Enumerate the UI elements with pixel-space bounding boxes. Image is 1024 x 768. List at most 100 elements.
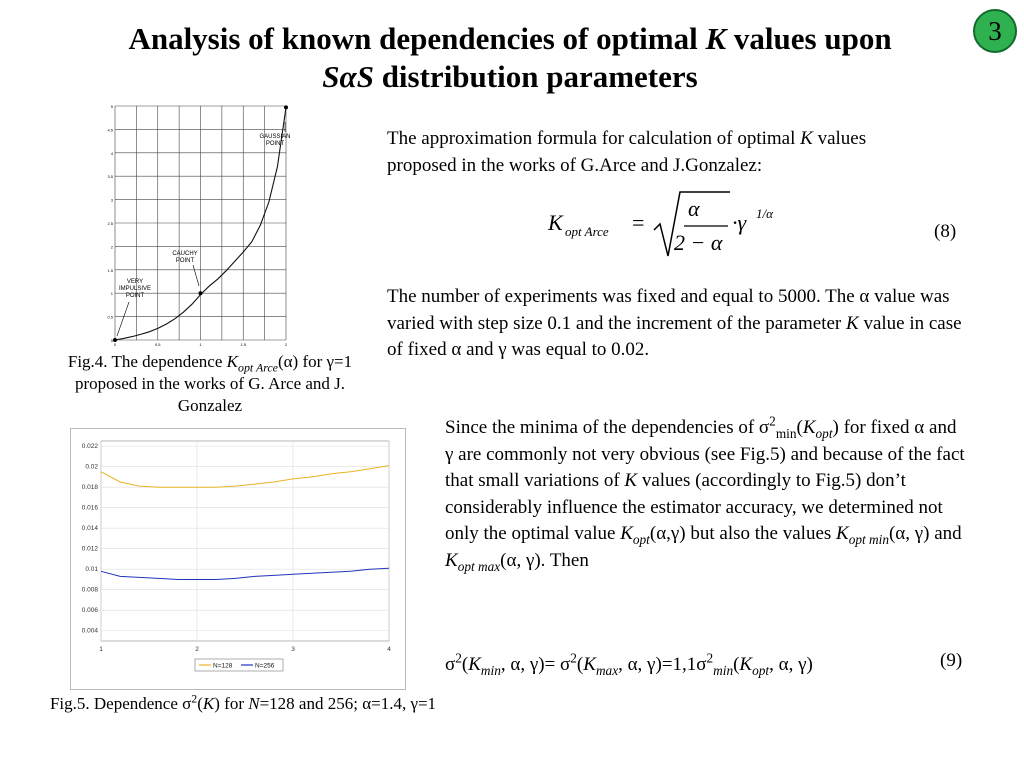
fig5-ytick-label: 0.016 xyxy=(82,505,99,512)
f9-d: , α, γ)=1,1σ xyxy=(618,654,707,675)
fig5-frame: 0.004 0.006 0.008 0.01 0.012 0.014 0.016 0.018 0… xyxy=(70,428,406,690)
formula-8: K opt Arce = α 2 − α ·γ 1/α xyxy=(548,190,808,265)
p3-t3: ) for fixed α and γ are commonly not ver… xyxy=(445,417,965,491)
fig5-ytick-label: 0.004 xyxy=(82,628,99,635)
fig4-xtick-label: 1 xyxy=(199,342,202,347)
fig5-caption-sup: 2 xyxy=(191,691,198,706)
formula8-num: α xyxy=(688,196,700,221)
f9-a: ( xyxy=(461,654,469,675)
fig4-point-gaussian xyxy=(284,105,288,110)
fig4-label-cauchy: CAUCHY xyxy=(172,251,197,257)
p3-k3: K xyxy=(620,523,633,544)
fig4-caption-text: Fig.4. The dependence xyxy=(67,352,227,371)
fig4-ytick-label: 3 xyxy=(111,198,114,203)
fig5-xtick-label: 2 xyxy=(195,646,199,653)
p3-k3sub: opt xyxy=(632,531,650,547)
fig4-ytick-label: 4.5 xyxy=(107,127,113,132)
p3-k5: K xyxy=(445,549,458,571)
f9-c: ( xyxy=(576,654,584,675)
formula9-label: (9) xyxy=(940,650,963,671)
fig5-caption-text: Fig.5. Dependence σ xyxy=(49,694,192,713)
para2-k: K xyxy=(846,312,859,334)
fig4-xtick-label: 0.5 xyxy=(155,342,161,347)
f9-k3sub: opt xyxy=(752,662,770,678)
p3-sub: min xyxy=(775,425,797,441)
p3-k4: K xyxy=(836,523,849,544)
fig4-ytick-label: 2.5 xyxy=(107,221,113,226)
title-text-1: Analysis of known dependencies of optima… xyxy=(128,21,706,56)
para-approximation: The approximation formula for calculatio… xyxy=(387,126,927,179)
fig5-legend-label: N=256 xyxy=(255,663,275,670)
para-minima: Since the minima of the dependencies of … xyxy=(445,415,965,574)
slide-title: Analysis of known dependencies of optima… xyxy=(60,20,960,96)
fig4-caption-k: K xyxy=(226,352,238,371)
title-sas: SαS xyxy=(322,59,374,94)
fig5-ytick-label: 0.014 xyxy=(82,525,99,532)
fig5-ytick-label: 0.012 xyxy=(82,546,99,553)
fig4-xtick-label: 2 xyxy=(285,342,288,347)
fig5-xtick-label: 4 xyxy=(387,646,391,653)
fig4-ytick-label: 1 xyxy=(111,291,114,296)
f9-k3: K xyxy=(739,654,753,675)
fig4-label-gaussian: GAUSSIAN xyxy=(259,134,290,140)
fig4-label-impulsive: POINT xyxy=(126,293,145,299)
f9-s3sup: 2 xyxy=(706,650,714,666)
p3-t5: (α,γ) but also the values xyxy=(649,523,837,544)
f9-f: , α, γ) xyxy=(769,654,813,675)
fig5-ytick-label: 0.02 xyxy=(85,464,98,471)
fig4-point-impulsive xyxy=(113,338,117,342)
p3-sup: 2 xyxy=(769,413,776,429)
formula8-exp: 1/α xyxy=(756,206,773,221)
f9-b: , α, γ)= σ xyxy=(500,654,571,675)
fig4-ytick-label: 2 xyxy=(111,244,114,249)
formula8-den: 2 − α xyxy=(674,230,723,255)
p3-k2: K xyxy=(624,470,638,491)
fig5-caption-n: N xyxy=(248,694,260,713)
fig5-caption-mid2: ) for xyxy=(214,694,249,713)
fig5-ytick-label: 0.01 xyxy=(85,566,98,573)
fig4-label-cauchy: POINT xyxy=(176,258,195,264)
para2-text: The number of experiments was fixed and … xyxy=(387,286,950,334)
fig5-legend-box xyxy=(194,658,284,672)
p3-k1sub: opt xyxy=(815,425,833,441)
title-k: K xyxy=(705,21,727,56)
f9-s3sub: min xyxy=(713,662,734,678)
para2-text2: value in case of fixed α and γ was equal… xyxy=(387,312,962,361)
f9-k1: K xyxy=(468,654,481,675)
para1-k: K xyxy=(800,128,813,149)
fig4-chart: 00.511.522.533.544.550 0.5 1 1.5 2GAUSSIANPO… xyxy=(107,104,290,347)
fig4-label-gaussian: POINT xyxy=(266,141,285,147)
formula8-sub: opt Arce xyxy=(565,224,609,239)
fig5-chart: 0.004 0.006 0.008 0.01 0.012 0.014 0.016 0.018 0… xyxy=(82,440,391,672)
f9-s1sup: 2 xyxy=(455,650,462,666)
f9-k2: K xyxy=(583,654,596,675)
para1-text2: values proposed in the works of G.Arce a… xyxy=(387,128,867,176)
f9-s1: σ xyxy=(445,654,456,675)
fig5-ytick-label: 0.018 xyxy=(82,484,99,491)
fig4-ytick-label: 1.5 xyxy=(107,268,113,273)
p3-k1: K xyxy=(802,417,816,438)
fig4-ytick-label: 0.5 xyxy=(107,315,113,320)
fig5-xtick-label: 3 xyxy=(291,646,295,653)
slide-number-badge: 3 xyxy=(973,9,1017,53)
fig5-ytick-label: 0.006 xyxy=(82,607,99,614)
fig5-caption-k: K xyxy=(202,694,215,713)
formula-9: σ2(Kmin, α, γ)= σ2(Kmax, α, γ)=1,1σ2min(… xyxy=(445,652,905,679)
fig4-xtick-label: 1.5 xyxy=(240,342,246,347)
fig4-label-impulsive: VERY xyxy=(127,279,143,285)
p3-t4: values (accordingly to Fig.5) don’t cons… xyxy=(445,470,943,544)
fig5-series-line-1 xyxy=(100,465,390,488)
title-text-3: distribution parameters xyxy=(373,59,698,94)
formula8-eq: = xyxy=(632,210,645,235)
para1-text: The approximation formula for calculatio… xyxy=(387,128,801,149)
fig5-caption-mid: ( xyxy=(197,694,203,713)
fig4-label-impulsive: IMPULSIVE xyxy=(119,286,151,292)
f9-k2sub: max xyxy=(595,662,619,678)
fig5-xtick-label: 1 xyxy=(99,646,103,653)
fig4-caption: Fig.4. The dependence Kopt Arce(α) for γ… xyxy=(50,351,370,417)
fig5-ytick-label: 0.008 xyxy=(82,587,99,594)
p3-k5sub: opt max xyxy=(457,558,501,574)
formula8-label: (8) xyxy=(934,221,957,242)
title-text-2: values upon xyxy=(726,21,892,56)
fig4-ytick-label: 0 xyxy=(111,338,114,343)
